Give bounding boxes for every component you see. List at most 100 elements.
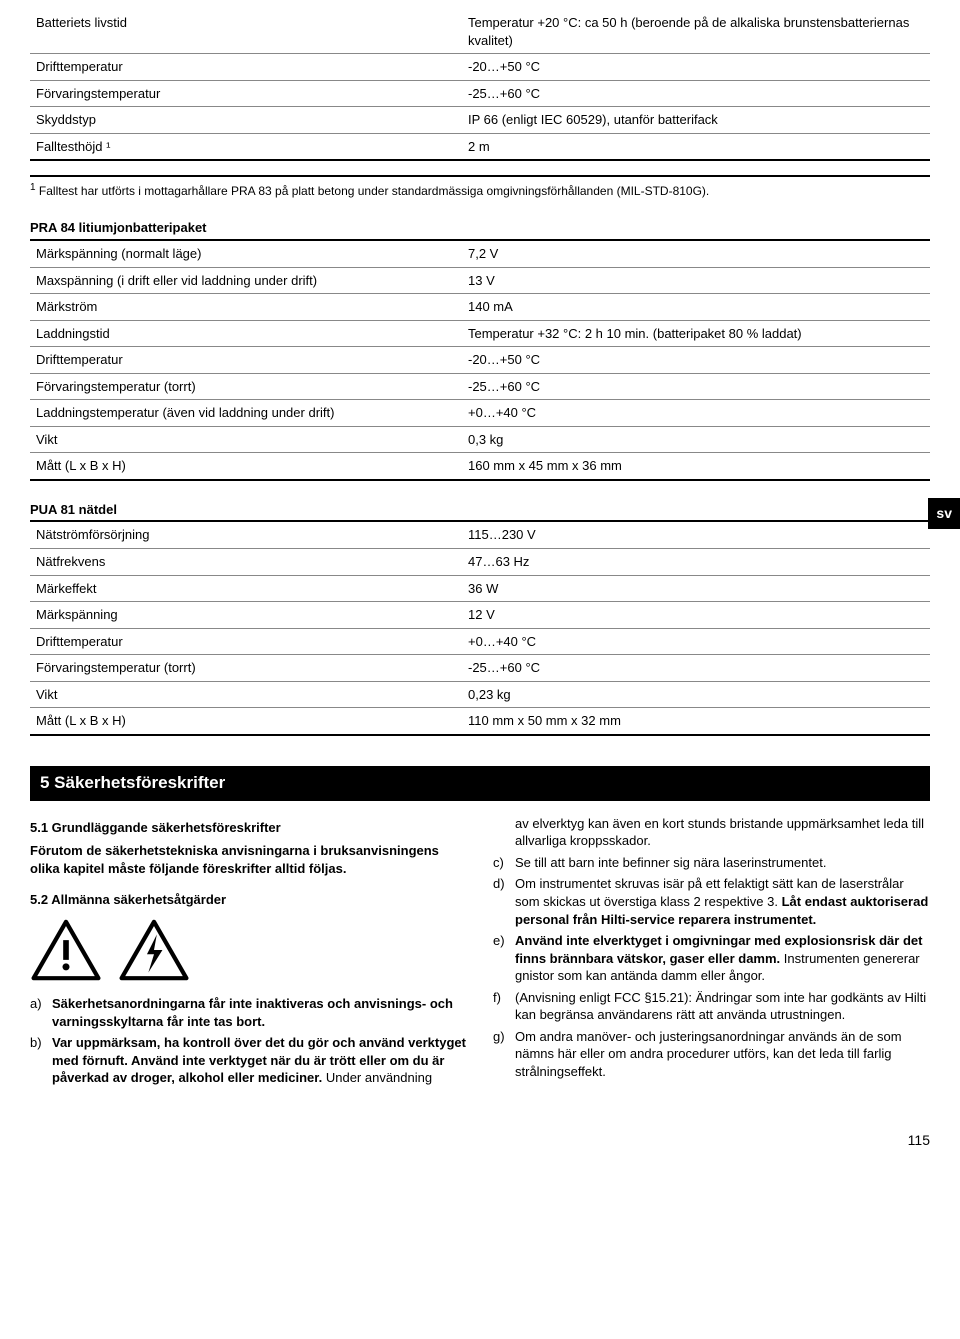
electric-warning-icon — [118, 919, 190, 981]
spec-table-psu: Nätströmförsörjning115…230 VNätfrekvens4… — [30, 520, 930, 735]
list-label: b) — [30, 1034, 52, 1087]
spec-value: 36 W — [462, 575, 930, 602]
list-item: d)Om instrumentet skruvas isär på ett fe… — [493, 875, 930, 928]
spec-table-receiver: Batteriets livstidTemperatur +20 °C: ca … — [30, 10, 930, 161]
table-row: Nätströmförsörjning115…230 V — [30, 521, 930, 548]
page-number: 115 — [30, 1131, 930, 1150]
spec-label: Skyddstyp — [30, 107, 462, 134]
spec-value: -25…+60 °C — [462, 80, 930, 107]
spec-label: Förvaringstemperatur (torrt) — [30, 655, 462, 682]
list-item: b)Var uppmärksam, ha kontroll över det d… — [30, 1034, 467, 1087]
section-5-heading: 5 Säkerhetsföreskrifter — [30, 766, 930, 801]
spec-value: 47…63 Hz — [462, 549, 930, 576]
intro-5-1: Förutom de säkerhetstekniska anvisningar… — [30, 842, 467, 877]
list-item: c)Se till att barn inte befinner sig när… — [493, 854, 930, 872]
spec-value: +0…+40 °C — [462, 400, 930, 427]
spec-label: Laddningstid — [30, 320, 462, 347]
table-row: Förvaringstemperatur (torrt)-25…+60 °C — [30, 655, 930, 682]
spec-value: -25…+60 °C — [462, 373, 930, 400]
table-row: Vikt0,3 kg — [30, 426, 930, 453]
table-row: Märkeffekt36 W — [30, 575, 930, 602]
language-tab: sv — [928, 498, 960, 529]
table-row: Märkström140 mA — [30, 294, 930, 321]
list-label: g) — [493, 1028, 515, 1081]
list-text: Var uppmärksam, ha kontroll över det du … — [52, 1034, 467, 1087]
table-row: Drifttemperatur-20…+50 °C — [30, 54, 930, 81]
spec-label: Vikt — [30, 681, 462, 708]
table-row: Drifttemperatur+0…+40 °C — [30, 628, 930, 655]
table1-footnote: 1 Falltest har utförts i mottagarhållare… — [30, 175, 930, 213]
spec-value: Temperatur +20 °C: ca 50 h (beroende på … — [462, 10, 930, 54]
spec-label: Nätströmförsörjning — [30, 521, 462, 548]
spec-value: 0,23 kg — [462, 681, 930, 708]
table-row: Falltesthöjd ¹2 m — [30, 133, 930, 160]
spec-value: 12 V — [462, 602, 930, 629]
list-item: e)Använd inte elverktyget i omgivningar … — [493, 932, 930, 985]
spec-label: Märkspänning — [30, 602, 462, 629]
spec-label: Falltesthöjd ¹ — [30, 133, 462, 160]
table-row: Märkspänning (normalt läge)7,2 V — [30, 240, 930, 267]
spec-label: Batteriets livstid — [30, 10, 462, 54]
spec-value: 2 m — [462, 133, 930, 160]
spec-label: Märkström — [30, 294, 462, 321]
spec-value: 160 mm x 45 mm x 36 mm — [462, 453, 930, 480]
left-column: 5.1 Grundläggande säkerhetsföreskrifter … — [30, 815, 467, 1091]
spec-label: Märkeffekt — [30, 575, 462, 602]
spec-value: 110 mm x 50 mm x 32 mm — [462, 708, 930, 735]
spec-value: -25…+60 °C — [462, 655, 930, 682]
right-column: av elverktyg kan även en kort stunds bri… — [493, 815, 930, 1091]
sub-5-1: 5.1 Grundläggande säkerhetsföreskrifter — [30, 819, 467, 837]
spec-label: Vikt — [30, 426, 462, 453]
table-row: Mått (L x B x H)110 mm x 50 mm x 32 mm — [30, 708, 930, 735]
list-text: Om instrumentet skruvas isär på ett fela… — [515, 875, 930, 928]
left-list: a)Säkerhetsanordningarna får inte inakti… — [30, 995, 467, 1087]
list-text: Om andra manöver- och justeringsanordnin… — [515, 1028, 930, 1081]
spec-value: 13 V — [462, 267, 930, 294]
table-row: Förvaringstemperatur (torrt)-25…+60 °C — [30, 373, 930, 400]
spec-value: 140 mA — [462, 294, 930, 321]
table-row: Mått (L x B x H)160 mm x 45 mm x 36 mm — [30, 453, 930, 480]
table-row: Laddningstemperatur (även vid laddning u… — [30, 400, 930, 427]
spec-value: -20…+50 °C — [462, 347, 930, 374]
spec-label: Laddningstemperatur (även vid laddning u… — [30, 400, 462, 427]
list-label: e) — [493, 932, 515, 985]
table-row: LaddningstidTemperatur +32 °C: 2 h 10 mi… — [30, 320, 930, 347]
spec-value: Temperatur +32 °C: 2 h 10 min. (batterip… — [462, 320, 930, 347]
spec-value: 0,3 kg — [462, 426, 930, 453]
spec-label: Förvaringstemperatur (torrt) — [30, 373, 462, 400]
table-row: Maxspänning (i drift eller vid laddning … — [30, 267, 930, 294]
spec-label: Förvaringstemperatur — [30, 80, 462, 107]
spec-label: Märkspänning (normalt läge) — [30, 240, 462, 267]
table-row: Drifttemperatur-20…+50 °C — [30, 347, 930, 374]
spec-label: Drifttemperatur — [30, 628, 462, 655]
table-row: Märkspänning12 V — [30, 602, 930, 629]
table2-title: PRA 84 litiumjonbatteripaket — [30, 213, 930, 239]
list-label: f) — [493, 989, 515, 1024]
right-list: c)Se till att barn inte befinner sig när… — [493, 854, 930, 1081]
right-continuation: av elverktyg kan även en kort stunds bri… — [515, 815, 930, 850]
spec-label: Drifttemperatur — [30, 347, 462, 374]
spec-label: Nätfrekvens — [30, 549, 462, 576]
spec-value: +0…+40 °C — [462, 628, 930, 655]
footnote-text: Falltest har utförts i mottagarhållare P… — [39, 184, 709, 198]
table-row: Nätfrekvens47…63 Hz — [30, 549, 930, 576]
list-item: g)Om andra manöver- och justeringsanordn… — [493, 1028, 930, 1081]
sub-5-2: 5.2 Allmänna säkerhetsåtgärder — [30, 891, 467, 909]
list-text: Se till att barn inte befinner sig nära … — [515, 854, 826, 872]
list-item: f)(Anvisning enligt FCC §15.21): Ändring… — [493, 989, 930, 1024]
list-text: Säkerhetsanordningarna får inte inaktive… — [52, 995, 467, 1030]
spec-label: Drifttemperatur — [30, 54, 462, 81]
list-text: (Anvisning enligt FCC §15.21): Ändringar… — [515, 989, 930, 1024]
table-row: Förvaringstemperatur-25…+60 °C — [30, 80, 930, 107]
table-row: Batteriets livstidTemperatur +20 °C: ca … — [30, 10, 930, 54]
spec-label: Maxspänning (i drift eller vid laddning … — [30, 267, 462, 294]
table-row: SkyddstypIP 66 (enligt IEC 60529), utanf… — [30, 107, 930, 134]
list-item: a)Säkerhetsanordningarna får inte inakti… — [30, 995, 467, 1030]
spec-value: 7,2 V — [462, 240, 930, 267]
spec-value: 115…230 V — [462, 521, 930, 548]
spec-label: Mått (L x B x H) — [30, 708, 462, 735]
spec-label: Mått (L x B x H) — [30, 453, 462, 480]
spec-value: IP 66 (enligt IEC 60529), utanför batter… — [462, 107, 930, 134]
table3-title: PUA 81 nätdel — [30, 495, 930, 521]
list-label: c) — [493, 854, 515, 872]
